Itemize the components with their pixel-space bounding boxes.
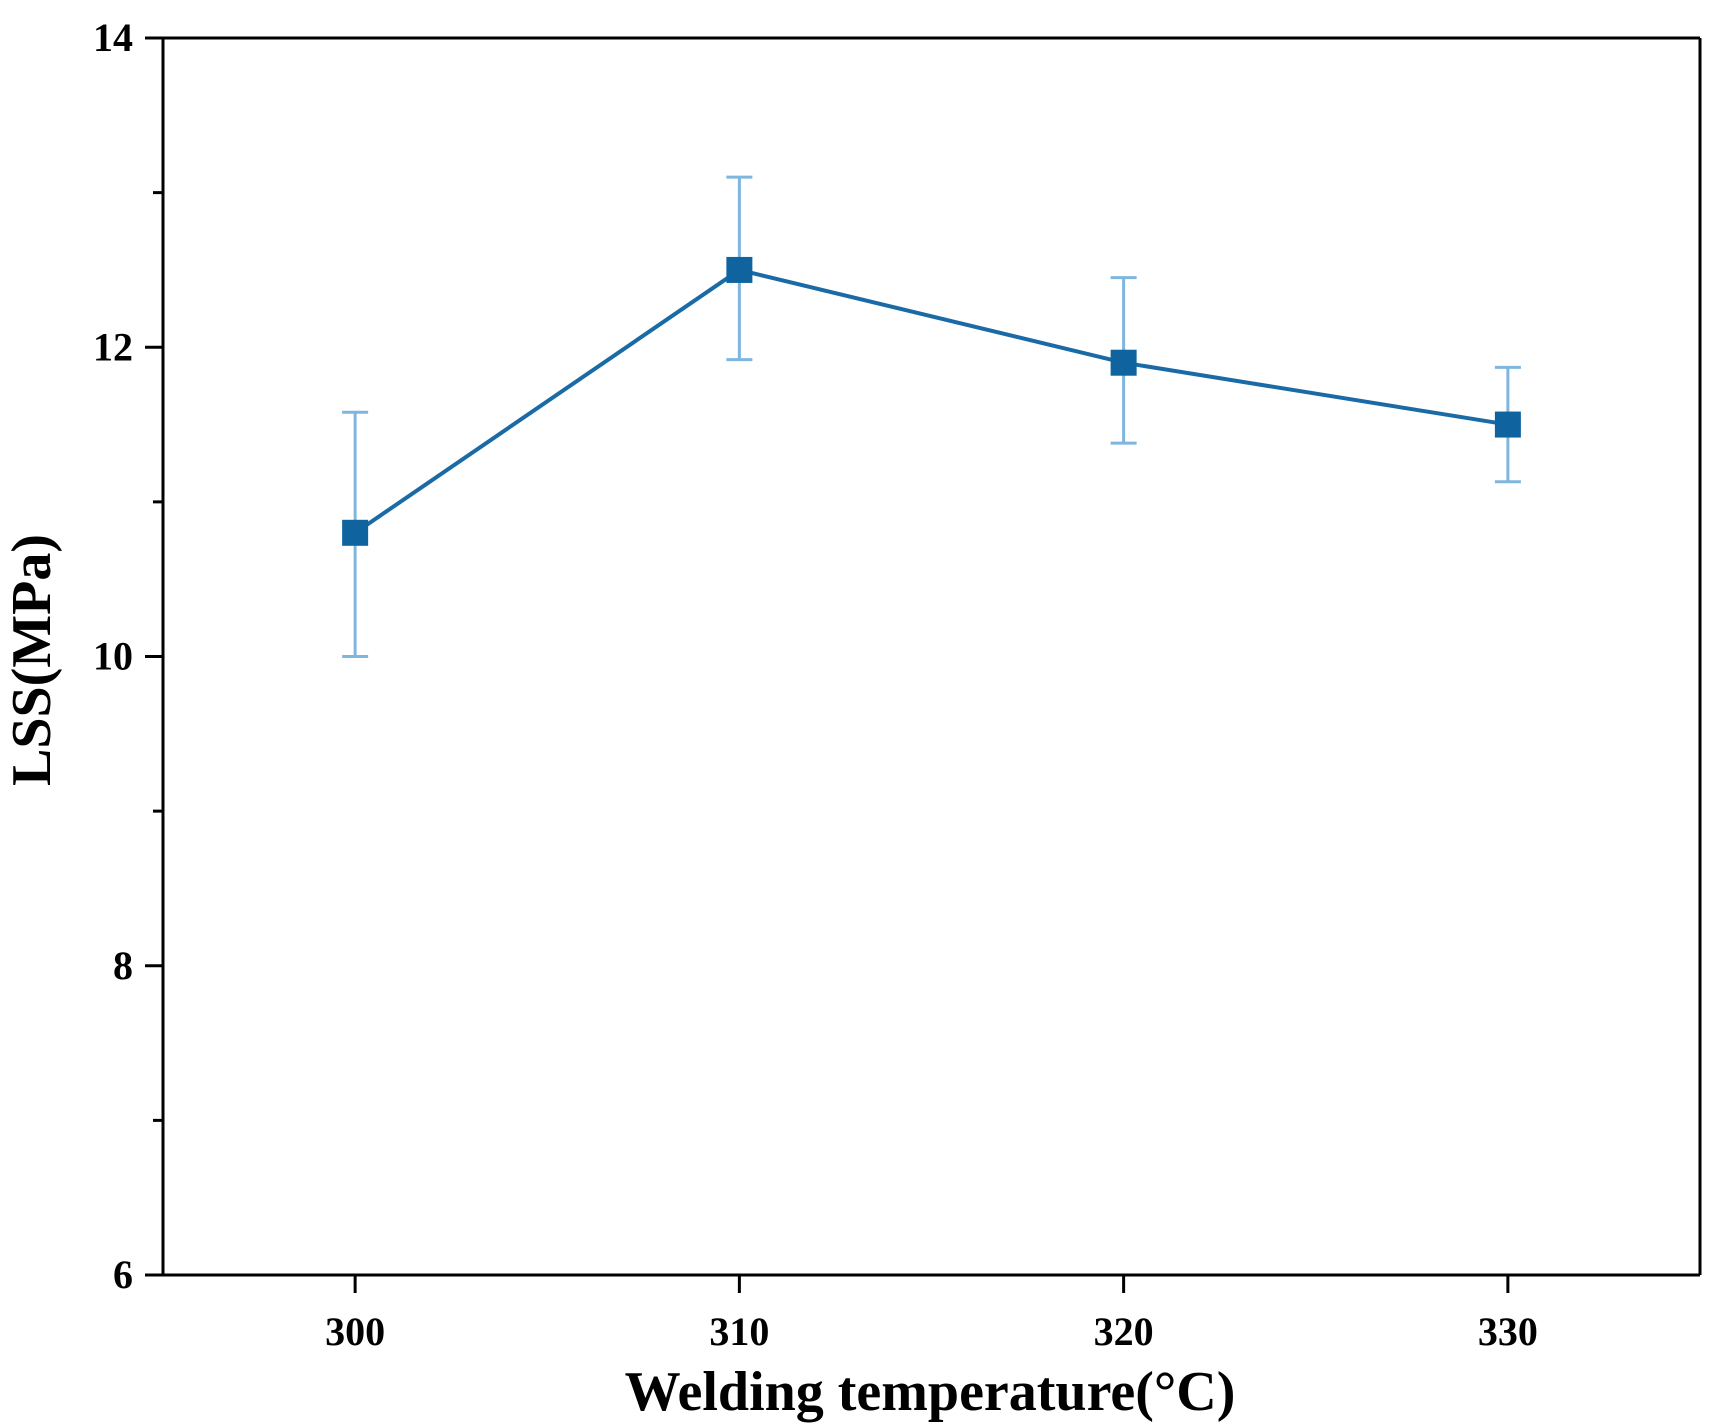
x-tick-label: 330 <box>1478 1309 1538 1354</box>
x-tick-label: 310 <box>709 1309 769 1354</box>
y-tick-label: 8 <box>113 943 133 988</box>
x-tick-label: 320 <box>1094 1309 1154 1354</box>
data-point-marker <box>342 519 369 546</box>
y-axis-label: LSS(MPa) <box>1 534 63 786</box>
data-point-marker <box>1110 349 1137 376</box>
x-tick-label: 300 <box>325 1309 385 1354</box>
y-tick-label: 12 <box>93 324 133 369</box>
data-point-marker <box>726 256 753 283</box>
data-point-marker <box>1494 411 1521 438</box>
x-axis-label: Welding temperature(°C) <box>625 1361 1236 1423</box>
plot-marks <box>342 175 1521 658</box>
series-line <box>353 267 1509 535</box>
y-tick-label: 6 <box>113 1252 133 1297</box>
y-tick-label: 14 <box>93 15 133 60</box>
y-tick-label: 10 <box>93 634 133 679</box>
plot-axes: 6 8 10 12 14 300 310 320 330 <box>93 15 1702 1354</box>
